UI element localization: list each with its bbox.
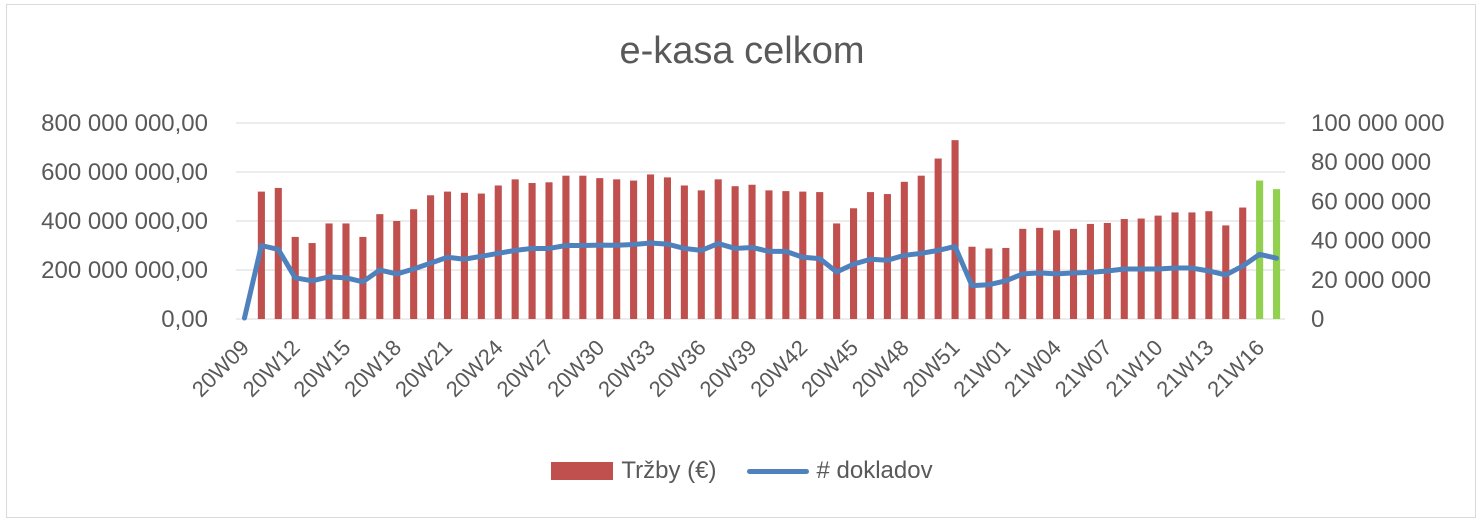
bar (325, 223, 333, 319)
bar (765, 190, 773, 319)
left-axis: 0,00 200 000 000,00 400 000 000,00 600 000 … (41, 110, 208, 333)
left-axis-tick-label: 400 000 000,00 (41, 208, 208, 235)
bar (376, 214, 384, 319)
x-axis-tick-label: 20W24 (441, 335, 508, 402)
bar (359, 236, 367, 319)
right-axis-tick-label: 0 (1311, 306, 1324, 333)
bar (866, 192, 875, 319)
legend-label-dokladov: # dokladov (816, 457, 933, 484)
left-axis-tick-label: 0,00 (161, 306, 208, 333)
dokladov-line (241, 240, 1280, 321)
bar (1256, 180, 1264, 319)
x-axis-tick-label: 20W45 (796, 335, 863, 402)
bar (900, 181, 908, 319)
x-axis-tick-label: 20W48 (847, 335, 914, 402)
left-axis-tick-label: 600 000 000,00 (41, 159, 208, 186)
right-axis: 0 20 000 000 40 000 000 60 000 000 80 000 00… (1311, 110, 1444, 333)
x-axis-tick-label: 21W04 (999, 335, 1066, 402)
bar (613, 179, 621, 319)
bar (1272, 189, 1281, 319)
right-axis-tick-label: 20 000 000 (1311, 267, 1431, 294)
right-axis-tick-label: 60 000 000 (1311, 188, 1431, 215)
bar (663, 177, 671, 319)
x-axis-tick-label: 21W01 (948, 335, 1015, 402)
x-axis-tick-label: 20W09 (187, 335, 254, 402)
bar (680, 185, 688, 319)
x-axis-tick-label: 20W21 (390, 335, 457, 402)
bar (1205, 211, 1213, 319)
chart-frame (6, 4, 1476, 518)
legend-item-dokladov: # dokladov (746, 457, 933, 485)
bar (782, 191, 790, 319)
bar (410, 209, 418, 319)
bar (427, 195, 435, 319)
legend: Tržby (€) # dokladov (0, 457, 1484, 485)
bar (951, 140, 959, 319)
bar (731, 186, 739, 319)
bar (646, 174, 655, 319)
x-axis-tick-label: 20W33 (593, 335, 660, 402)
right-axis-tick-label: 40 000 000 (1311, 228, 1431, 255)
bar (883, 194, 891, 319)
x-axis-tick-label: 21W13 (1151, 335, 1218, 402)
bar (460, 192, 468, 319)
x-axis-tick-label: 20W12 (238, 335, 305, 402)
bar (748, 184, 756, 319)
x-axis-tick-label: 20W30 (542, 335, 609, 402)
x-axis-tick-label: 21W16 (1202, 335, 1269, 402)
x-axis-tick-label: 20W36 (644, 335, 711, 402)
legend-swatch-bar (551, 462, 614, 480)
right-axis-tick-label: 80 000 000 (1311, 149, 1431, 176)
x-axis-tick-label: 20W42 (745, 335, 812, 402)
legend-item-trzby: Tržby (€) (551, 457, 717, 485)
x-axis-tick-label: 20W18 (339, 335, 406, 402)
x-axis-tick-label: 20W27 (492, 335, 559, 402)
x-axis-tick-label: 21W10 (1101, 335, 1168, 402)
left-axis-tick-label: 800 000 000,00 (41, 110, 208, 137)
left-axis-tick-label: 200 000 000,00 (41, 257, 208, 284)
bar (816, 192, 824, 319)
bar (342, 223, 350, 319)
x-axis-tick-label: 21W07 (1050, 335, 1117, 402)
bar-series (257, 140, 1281, 319)
legend-label-trzby: Tržby (€) (621, 457, 717, 484)
bar (630, 180, 638, 319)
bar (1002, 247, 1010, 319)
bar (528, 183, 536, 319)
chart-title: e-kasa celkom (619, 30, 865, 72)
right-axis-tick-label: 100 000 000 (1311, 110, 1444, 137)
x-axis-tick-label: 20W15 (289, 335, 356, 402)
line-series (241, 240, 1280, 321)
legend-swatch-line (746, 468, 809, 474)
x-axis-tick-label: 20W51 (898, 335, 965, 402)
bar (393, 221, 401, 319)
x-axis-tick-label: 20W39 (695, 335, 762, 402)
bar (596, 178, 604, 319)
x-axis: 20W0920W1220W1520W1820W2120W2420W2720W30… (187, 335, 1269, 402)
bar (917, 175, 925, 319)
bar (934, 158, 942, 319)
bar (697, 190, 705, 319)
bar (714, 179, 722, 319)
